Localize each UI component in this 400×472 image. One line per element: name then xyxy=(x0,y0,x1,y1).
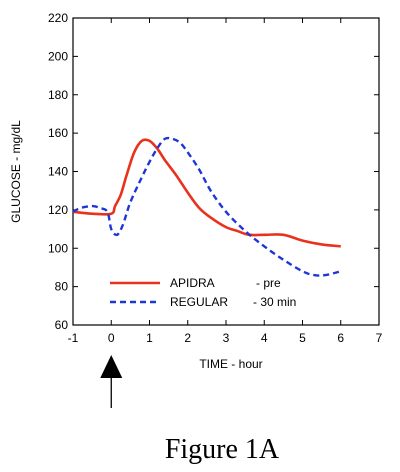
legend-label-apidra: APIDRA xyxy=(170,276,215,290)
y-tick-label: 140 xyxy=(48,165,68,179)
x-tick-label: 5 xyxy=(299,331,306,345)
x-tick-label: 4 xyxy=(261,331,268,345)
series-layer xyxy=(72,136,342,277)
y-axis-ticks: 60 80 100 120 140 160 180 200 220 xyxy=(48,11,379,332)
series-line-regular xyxy=(72,136,342,277)
x-tick-label: 1 xyxy=(146,331,153,345)
y-axis-title: GLUCOSE - mg/dL xyxy=(9,120,23,223)
legend: APIDRA - pre REGULAR - 30 min xyxy=(110,276,296,309)
legend-suffix-apidra: - pre xyxy=(256,276,281,290)
y-tick-label: 120 xyxy=(48,203,68,217)
y-tick-label: 100 xyxy=(48,241,68,255)
x-axis-ticks: -1 0 1 2 3 4 5 6 7 xyxy=(68,18,383,345)
y-tick-label: 60 xyxy=(55,318,69,332)
legend-suffix-regular: - 30 min xyxy=(253,295,296,309)
y-tick-label: 200 xyxy=(48,49,68,63)
x-tick-label: -1 xyxy=(68,331,79,345)
x-tick-label: 2 xyxy=(184,331,191,345)
x-tick-label: 0 xyxy=(108,331,115,345)
x-tick-label: 7 xyxy=(376,331,383,345)
y-tick-label: 160 xyxy=(48,126,68,140)
figure-caption: Figure 1A xyxy=(165,434,280,465)
x-axis-title: TIME - hour xyxy=(199,357,262,371)
legend-label-regular: REGULAR xyxy=(170,295,228,309)
y-tick-label: 220 xyxy=(48,11,68,25)
series-line-apidra xyxy=(72,138,341,248)
x-tick-label: 6 xyxy=(337,331,344,345)
plot-frame xyxy=(72,17,380,326)
y-tick-label: 180 xyxy=(48,88,68,102)
dosing-arrow-icon xyxy=(100,355,123,408)
x-tick-label: 3 xyxy=(223,331,230,345)
y-tick-label: 80 xyxy=(55,280,69,294)
